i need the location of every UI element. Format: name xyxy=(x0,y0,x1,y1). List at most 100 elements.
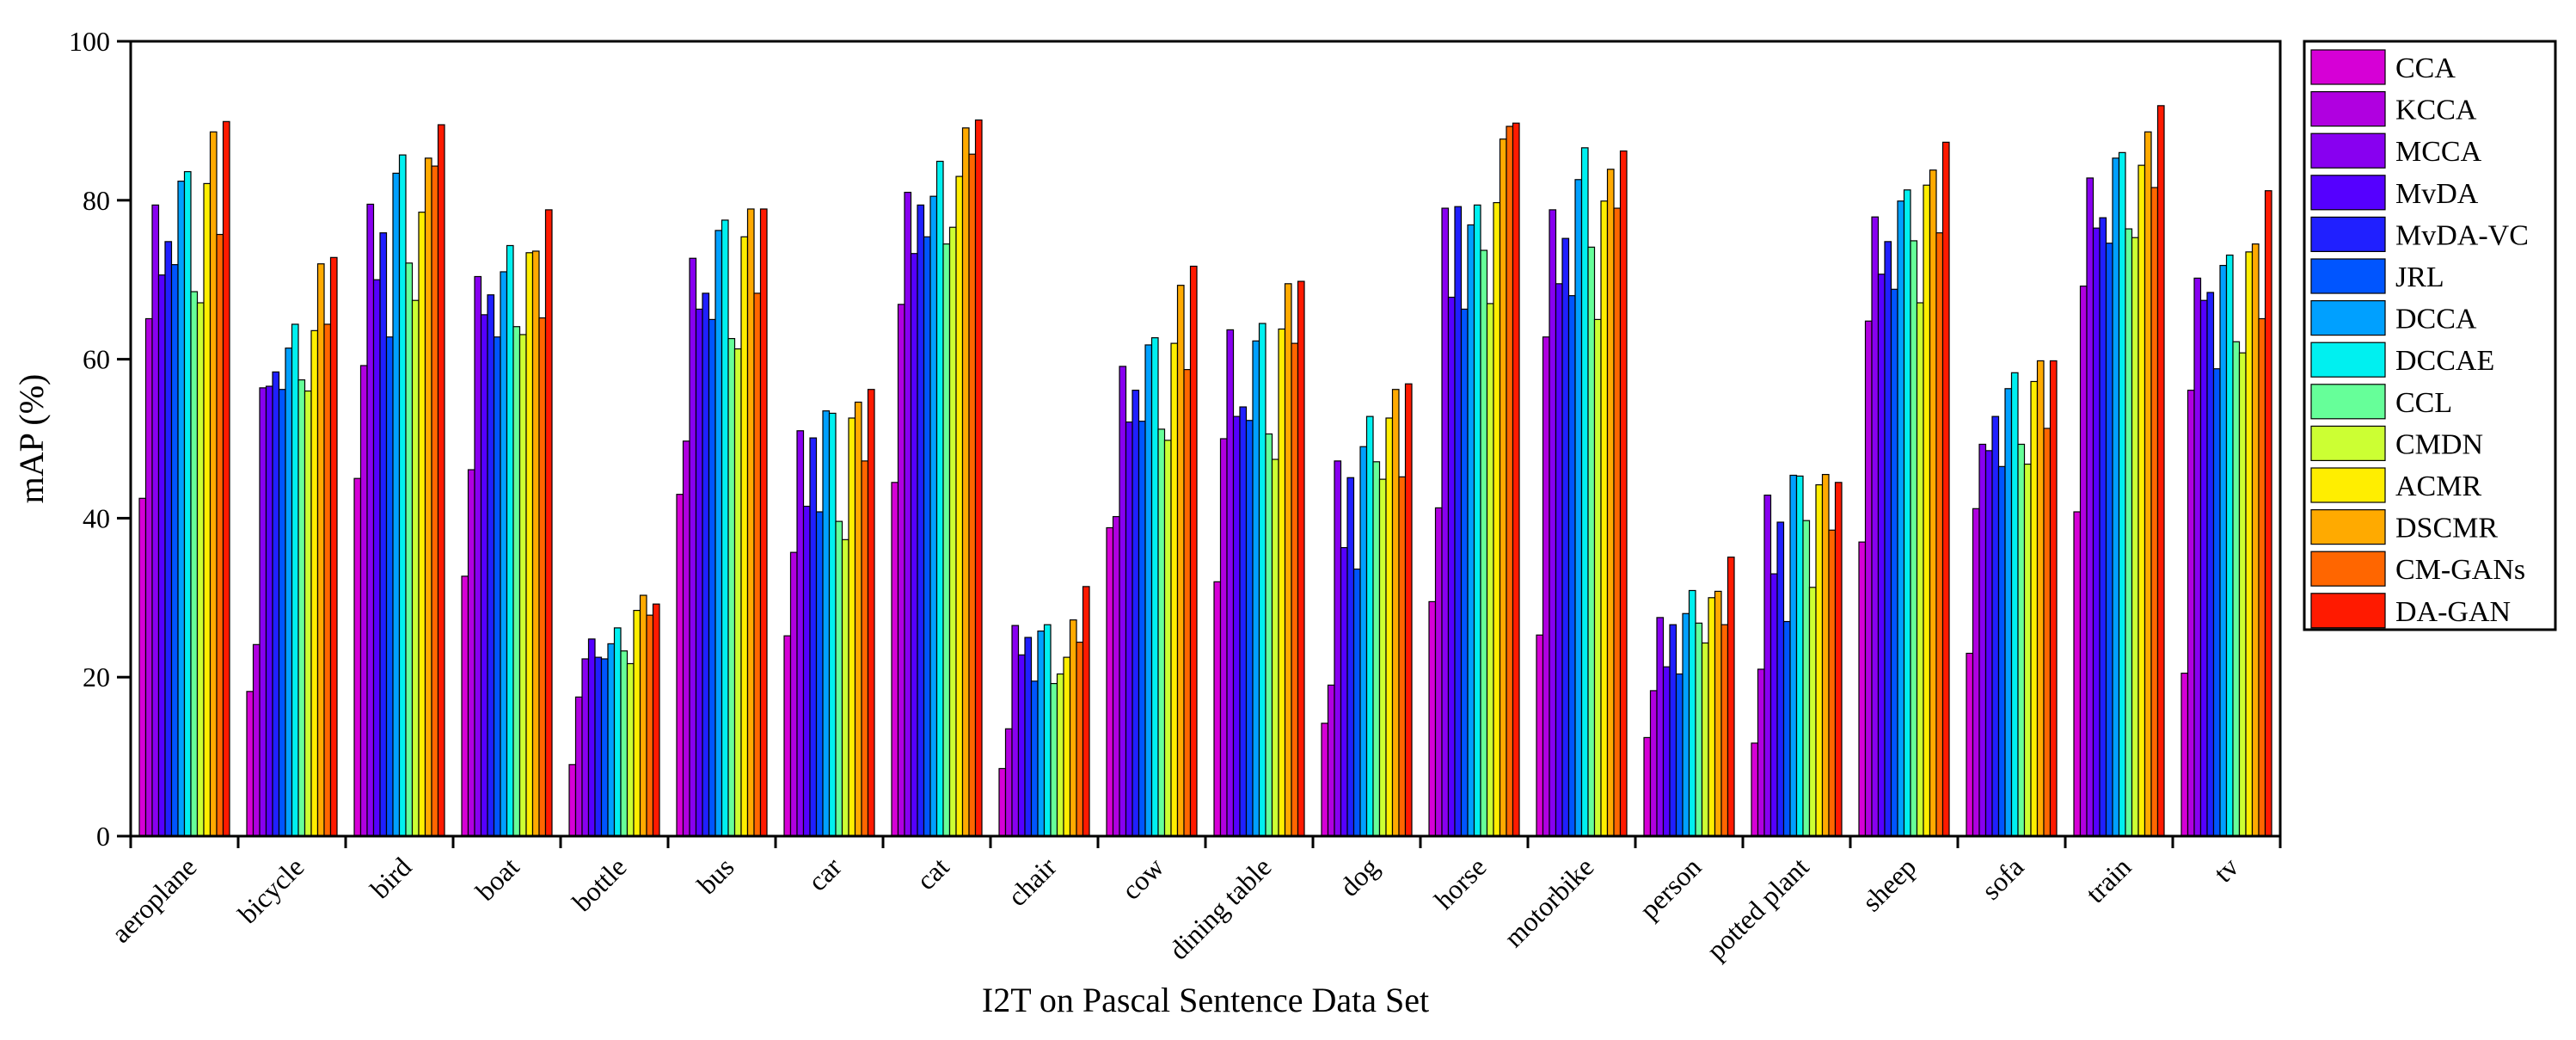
bar-dccae-cat xyxy=(935,160,944,837)
bar-dscmr-dining-table xyxy=(1284,283,1292,837)
y-tick-label: 100 xyxy=(69,26,110,57)
bar-mvda-person xyxy=(1662,666,1671,837)
bar-mcca-dog xyxy=(1334,460,1342,837)
bar-cmdn-aeroplane xyxy=(196,302,205,837)
bar-cca-boat xyxy=(461,575,469,837)
bar-dccae-sheep xyxy=(1903,189,1911,837)
bar-kcca-aeroplane xyxy=(144,317,153,837)
x-tick-label: car xyxy=(801,851,847,896)
bar-dcca-sofa xyxy=(2004,388,2013,837)
bar-kcca-motorbike xyxy=(1542,336,1550,837)
bar-cm-gans-boat xyxy=(538,317,547,837)
bar-ccl-potted-plant xyxy=(1802,520,1811,837)
bar-acmr-tv xyxy=(2245,251,2254,837)
bar-acmr-bus xyxy=(740,236,749,837)
bar-kcca-bird xyxy=(359,365,368,837)
bar-ccl-cat xyxy=(942,243,951,837)
bar-cca-person xyxy=(1643,736,1652,837)
legend-label: CCL xyxy=(2395,387,2452,419)
bar-cmdn-boat xyxy=(518,334,527,837)
bar-dcca-car xyxy=(822,410,831,837)
bar-cca-aeroplane xyxy=(138,497,147,837)
bar-mvda-horse xyxy=(1447,296,1456,837)
bar-cm-gans-dog xyxy=(1398,476,1407,837)
bar-acmr-dining-table xyxy=(1278,328,1286,837)
bar-acmr-potted-plant xyxy=(1815,483,1824,837)
bar-dcca-person xyxy=(1682,612,1690,837)
bar-jrl-aeroplane xyxy=(170,264,179,837)
bar-dcca-aeroplane xyxy=(177,181,186,837)
bar-dscmr-motorbike xyxy=(1606,169,1615,837)
bar-jrl-dining-table xyxy=(1245,420,1254,837)
bar-dcca-bus xyxy=(715,230,723,837)
bar-jrl-chair xyxy=(1030,680,1039,837)
bar-dccae-bottle xyxy=(613,627,622,837)
bar-cm-gans-cow xyxy=(1183,369,1192,837)
bar-dcca-motorbike xyxy=(1574,179,1583,837)
bar-cca-dining-table xyxy=(1213,581,1222,837)
legend-label: CMDN xyxy=(2395,428,2483,460)
bar-dscmr-car xyxy=(854,401,862,837)
bar-da-gan-sofa xyxy=(2049,360,2058,837)
bar-jrl-bus xyxy=(708,318,716,837)
x-axis: aeroplane bicycle bird boat bottle bus car cat c… xyxy=(105,836,2282,965)
bar-dccae-dog xyxy=(1365,415,1374,837)
bar-da-gan-dining-table xyxy=(1297,280,1305,837)
bar-cca-dog xyxy=(1321,723,1329,837)
bar-acmr-bird xyxy=(418,212,426,837)
legend-swatch xyxy=(2310,216,2386,252)
bar-ccl-train xyxy=(2125,228,2133,837)
bar-acmr-bottle xyxy=(633,609,641,837)
bar-kcca-boat xyxy=(467,469,475,837)
bar-mvda-vc-cow xyxy=(1132,390,1140,837)
bar-cmdn-horse xyxy=(1486,303,1494,837)
bar-jrl-bottle xyxy=(600,658,609,837)
bar-mvda-bottle xyxy=(587,638,596,837)
bar-cmdn-potted-plant xyxy=(1808,587,1817,837)
bar-mcca-cow xyxy=(1119,366,1127,837)
bar-cm-gans-bus xyxy=(753,292,762,837)
bar-cca-horse xyxy=(1428,600,1437,837)
bar-da-gan-bus xyxy=(759,208,768,837)
x-tick-label: sheep xyxy=(1855,851,1922,917)
bar-jrl-sofa xyxy=(1997,465,2006,837)
bar-ccl-sheep xyxy=(1910,240,1918,837)
legend-swatch xyxy=(2310,425,2386,461)
bar-dcca-sheep xyxy=(1897,200,1905,837)
bar-da-gan-train xyxy=(2156,105,2165,837)
bar-acmr-sofa xyxy=(2030,380,2039,837)
bar-dscmr-cow xyxy=(1176,285,1185,837)
x-tick-label: potted plant xyxy=(1701,851,1815,965)
bar-cca-bicycle xyxy=(246,691,255,837)
x-tick-label: train xyxy=(2080,851,2137,908)
bar-mcca-bird xyxy=(366,203,375,837)
x-tick-label: bicycle xyxy=(232,851,310,929)
bar-mvda-vc-sheep xyxy=(1884,241,1892,837)
x-tick-label: cow xyxy=(1115,851,1169,905)
bar-mcca-dining-table xyxy=(1226,329,1235,837)
bar-da-gan-person xyxy=(1727,557,1735,837)
bar-jrl-motorbike xyxy=(1567,295,1576,837)
bar-dscmr-sheep xyxy=(1929,169,1937,837)
bar-acmr-person xyxy=(1708,597,1716,837)
bar-mvda-vc-bus xyxy=(702,292,710,837)
y-tick-label: 20 xyxy=(83,662,110,692)
bar-dscmr-horse xyxy=(1499,138,1507,837)
bar-cca-sheep xyxy=(1858,541,1867,837)
bar-da-gan-tv xyxy=(2264,190,2272,837)
bar-da-gan-horse xyxy=(1512,122,1520,837)
bar-jrl-bicycle xyxy=(278,389,286,837)
bar-dccae-boat xyxy=(506,244,514,837)
bar-dccae-bus xyxy=(721,219,729,837)
bar-cmdn-dining-table xyxy=(1271,458,1279,837)
bar-jrl-car xyxy=(815,511,824,837)
bar-acmr-cat xyxy=(955,175,964,837)
bar-mvda-dog xyxy=(1340,546,1348,837)
legend-frame xyxy=(2303,40,2557,631)
bar-acmr-sheep xyxy=(1923,184,1931,837)
bar-kcca-bottle xyxy=(574,696,583,837)
bar-mvda-cow xyxy=(1125,422,1133,837)
legend-swatch xyxy=(2310,132,2386,169)
bar-jrl-dog xyxy=(1352,568,1361,837)
